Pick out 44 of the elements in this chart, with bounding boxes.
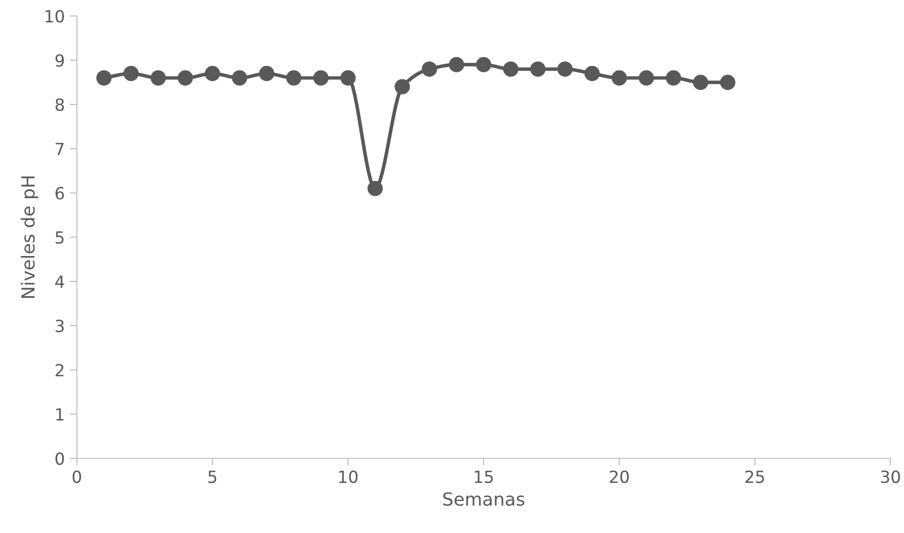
x-tick-label: 20	[610, 470, 629, 484]
x-tick-label: 25	[745, 470, 764, 484]
point	[123, 66, 139, 82]
point	[204, 66, 220, 82]
point	[368, 180, 383, 196]
x-axis-title: Semanas	[443, 492, 524, 506]
point	[557, 61, 573, 77]
point	[666, 70, 682, 86]
point	[286, 70, 302, 86]
y-axis-title: Niveles de pH	[20, 176, 38, 298]
point	[259, 66, 274, 82]
point	[692, 74, 708, 90]
y-tick-label: 1	[56, 408, 64, 420]
point	[448, 57, 464, 72]
point	[638, 70, 654, 86]
y-tick-label: 9	[55, 54, 64, 67]
point	[720, 74, 736, 90]
x-tick-label: 10	[339, 470, 358, 484]
y-tick-label: 4	[55, 276, 64, 288]
point	[150, 70, 166, 86]
point	[503, 61, 518, 77]
point	[178, 70, 193, 86]
point	[340, 70, 356, 86]
y-tick-label: 7	[56, 142, 64, 156]
x-tick-label: 30	[881, 470, 900, 484]
point	[612, 70, 627, 86]
x-tick-label: 5	[208, 470, 216, 484]
point	[96, 70, 112, 86]
point	[476, 57, 492, 72]
point	[530, 61, 546, 77]
y-tick-label: 2	[56, 364, 64, 376]
y-tick-label: 10	[46, 10, 64, 23]
x-tick-label: 0	[72, 470, 82, 484]
x-tick-label: 15	[474, 470, 493, 484]
y-tick-label: 0	[56, 452, 64, 465]
y-tick-label: 6	[56, 186, 64, 200]
point	[313, 70, 329, 86]
y-tick-label: 8	[56, 98, 64, 112]
point	[422, 61, 438, 77]
y-tick-label: 3	[56, 320, 64, 332]
point	[584, 66, 600, 82]
point	[394, 79, 410, 94]
y-tick-label: 5	[56, 231, 64, 244]
point	[232, 70, 248, 86]
